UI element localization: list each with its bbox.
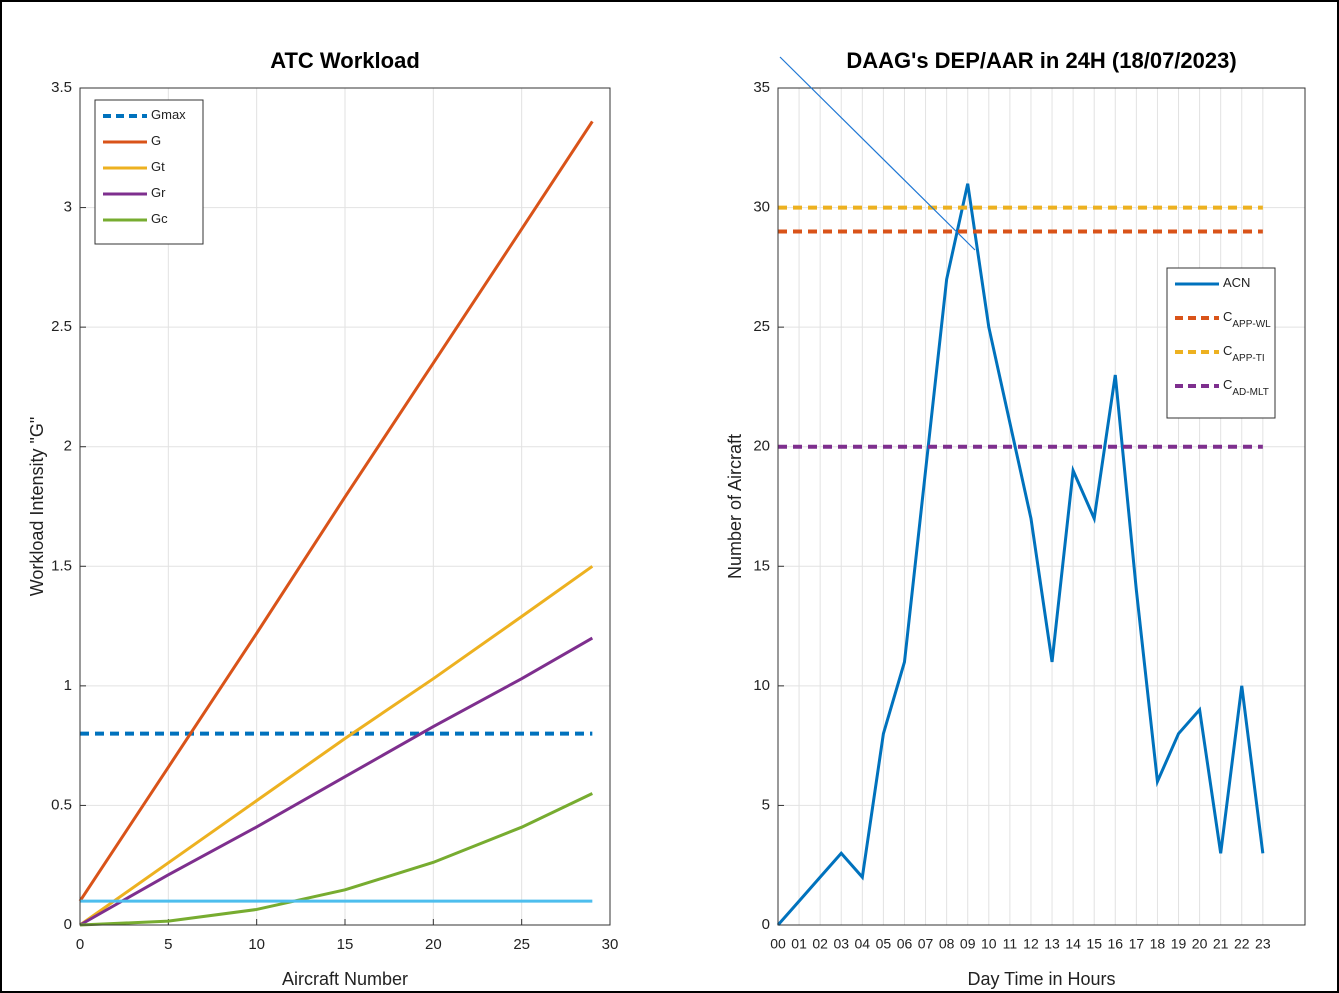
x-tick-label: 00 <box>770 936 786 952</box>
chart-title: ATC Workload <box>270 48 420 73</box>
x-tick-label: 5 <box>164 936 172 953</box>
legend-label: ACN <box>1223 275 1250 290</box>
y-tick-label: 5 <box>762 796 770 813</box>
y-tick-label: 25 <box>753 318 770 335</box>
x-tick-label: 18 <box>1150 936 1166 952</box>
legend-name: C <box>1223 309 1232 324</box>
legend-label: Gt <box>151 159 165 174</box>
x-tick-label: 25 <box>513 936 530 953</box>
series-line <box>776 183 1265 926</box>
x-tick-label: 15 <box>1086 936 1102 952</box>
y-tick-label: 35 <box>753 79 770 96</box>
y-axis-label: Workload Intensity "G" <box>27 417 47 597</box>
legend-label: CAPP-WL <box>1223 309 1271 329</box>
x-tick-label: 12 <box>1023 936 1039 952</box>
legend: Gmax G Gt Gr Gc <box>94 99 204 245</box>
annotation-line <box>779 56 976 251</box>
y-tick-label: 3 <box>64 199 72 216</box>
legend-label: Gmax <box>151 107 186 122</box>
chart-title: DAAG's DEP/AAR in 24H (18/07/2023) <box>846 48 1236 73</box>
x-axis-label: Aircraft Number <box>282 969 408 989</box>
x-tick-label: 23 <box>1255 936 1271 952</box>
legend-label: CAD-MLT <box>1223 377 1269 397</box>
x-tick-label: 01 <box>791 936 807 952</box>
plot-area <box>778 88 1305 925</box>
y-tick-label: 2.5 <box>51 318 72 335</box>
x-tick-label: 15 <box>337 936 354 953</box>
y-axis-label: Number of Aircraft <box>725 434 745 579</box>
x-tick-label: 0 <box>76 936 84 953</box>
y-tick-label: 10 <box>753 677 770 694</box>
series-line <box>79 565 594 927</box>
legend-subscript: APP-WL <box>1232 319 1271 330</box>
y-tick-label: 0 <box>64 916 72 933</box>
series-line <box>79 792 593 927</box>
x-tick-label: 02 <box>812 936 828 952</box>
legend-label: Gc <box>151 211 168 226</box>
series-line <box>78 120 594 902</box>
x-tick-label: 04 <box>855 936 871 952</box>
x-tick-label: 10 <box>981 936 997 952</box>
x-tick-label: 05 <box>876 936 892 952</box>
legend-subscript: APP-TI <box>1232 353 1264 364</box>
legend-name: Gr <box>151 185 166 200</box>
x-tick-label: 06 <box>897 936 913 952</box>
y-tick-label: 1.5 <box>51 557 72 574</box>
legend-label: G <box>151 133 161 148</box>
x-tick-label: 10 <box>248 936 265 953</box>
series-line <box>79 636 594 927</box>
legend-name: Gt <box>151 159 165 174</box>
x-tick-label: 14 <box>1065 936 1081 952</box>
axes-box <box>79 87 611 926</box>
legend-name: ACN <box>1223 275 1250 290</box>
legend-label: Gr <box>151 185 166 200</box>
legend-name: C <box>1223 343 1232 358</box>
y-tick-label: 3.5 <box>51 79 72 96</box>
x-tick-label: 30 <box>602 936 619 953</box>
x-tick-label: 07 <box>918 936 934 952</box>
y-tick-label: 30 <box>753 199 770 216</box>
y-tick-label: 0.5 <box>51 796 72 813</box>
axes-box <box>777 87 1306 926</box>
x-tick-label: 19 <box>1171 936 1187 952</box>
legend-box <box>94 99 204 245</box>
x-tick-label: 20 <box>1192 936 1208 952</box>
x-tick-label: 21 <box>1213 936 1229 952</box>
x-tick-label: 11 <box>1003 936 1018 952</box>
legend-subscript: AD-MLT <box>1232 387 1268 398</box>
y-tick-label: 20 <box>753 438 770 455</box>
x-tick-label: 22 <box>1234 936 1250 952</box>
x-tick-label: 16 <box>1107 936 1123 952</box>
y-tick-label: 0 <box>762 916 770 933</box>
legend-box <box>1166 267 1276 419</box>
legend-label: CAPP-TI <box>1223 343 1265 363</box>
y-tick-label: 15 <box>753 557 770 574</box>
legend-name: Gc <box>151 211 168 226</box>
y-tick-label: 2 <box>64 438 72 455</box>
x-tick-label: 17 <box>1129 936 1145 952</box>
x-tick-label: 03 <box>833 936 849 952</box>
x-tick-label: 09 <box>960 936 976 952</box>
x-tick-label: 20 <box>425 936 442 953</box>
legend-name: Gmax <box>151 107 186 122</box>
x-tick-label: 08 <box>939 936 955 952</box>
x-axis-label: Day Time in Hours <box>967 969 1115 989</box>
y-tick-label: 1 <box>64 677 72 694</box>
x-tick-label: 13 <box>1044 936 1060 952</box>
legend-name: C <box>1223 377 1232 392</box>
legend-name: G <box>151 133 161 148</box>
